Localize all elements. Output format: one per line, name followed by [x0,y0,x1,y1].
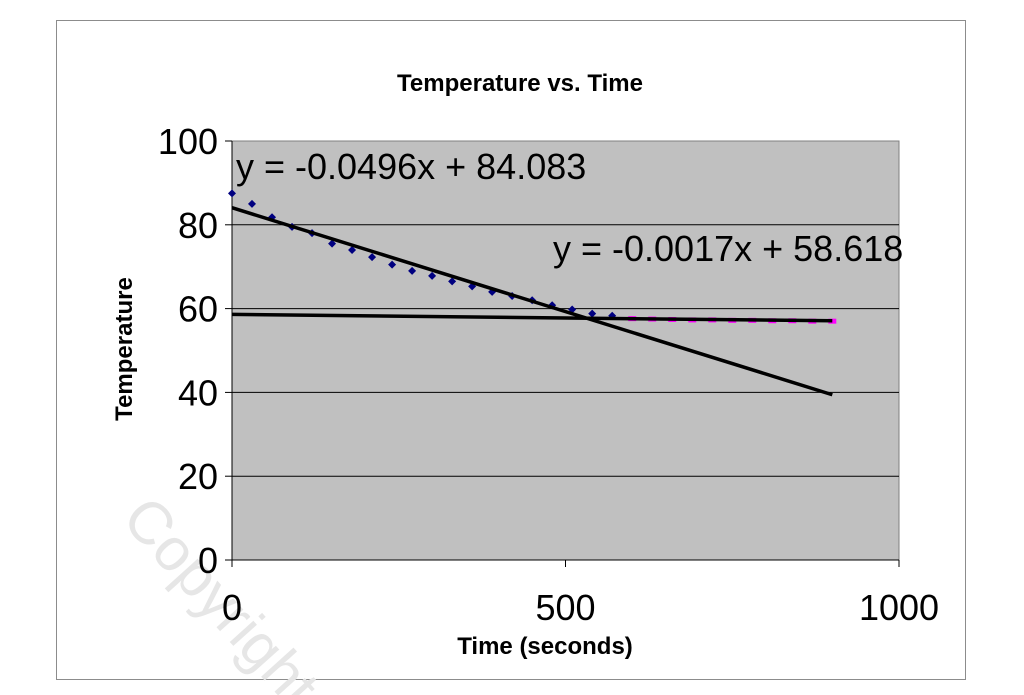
data-point [388,260,397,269]
y-tick-label: 80 [178,205,218,246]
x-tick-label: 0 [222,587,242,628]
y-tick-label: 40 [178,372,218,413]
data-point [228,189,236,198]
y-tick-label: 60 [178,289,218,330]
y-axis-label: Temperature [111,277,138,421]
data-point [348,245,357,254]
data-point [428,271,437,280]
y-tick-label: 100 [158,121,218,162]
trendline [231,206,833,397]
data-point [828,318,837,324]
trendline [231,312,833,323]
data-point [328,239,337,248]
trendline-equation: y = -0.0017x + 58.618 [553,228,903,269]
data-point [248,199,257,208]
data-point [588,309,597,318]
x-tick-label: 500 [535,587,595,628]
plot-area [231,140,900,561]
x-tick-label: 1000 [859,587,939,628]
data-point [448,277,457,286]
chart-title: Temperature vs. Time [397,70,643,97]
data-point [408,266,417,275]
y-tick-label: 0 [198,540,218,581]
x-axis-label: Time (seconds) [457,633,633,660]
y-tick-label: 20 [178,456,218,497]
data-point [368,253,377,262]
trendline-equation: y = -0.0496x + 84.083 [236,146,586,187]
